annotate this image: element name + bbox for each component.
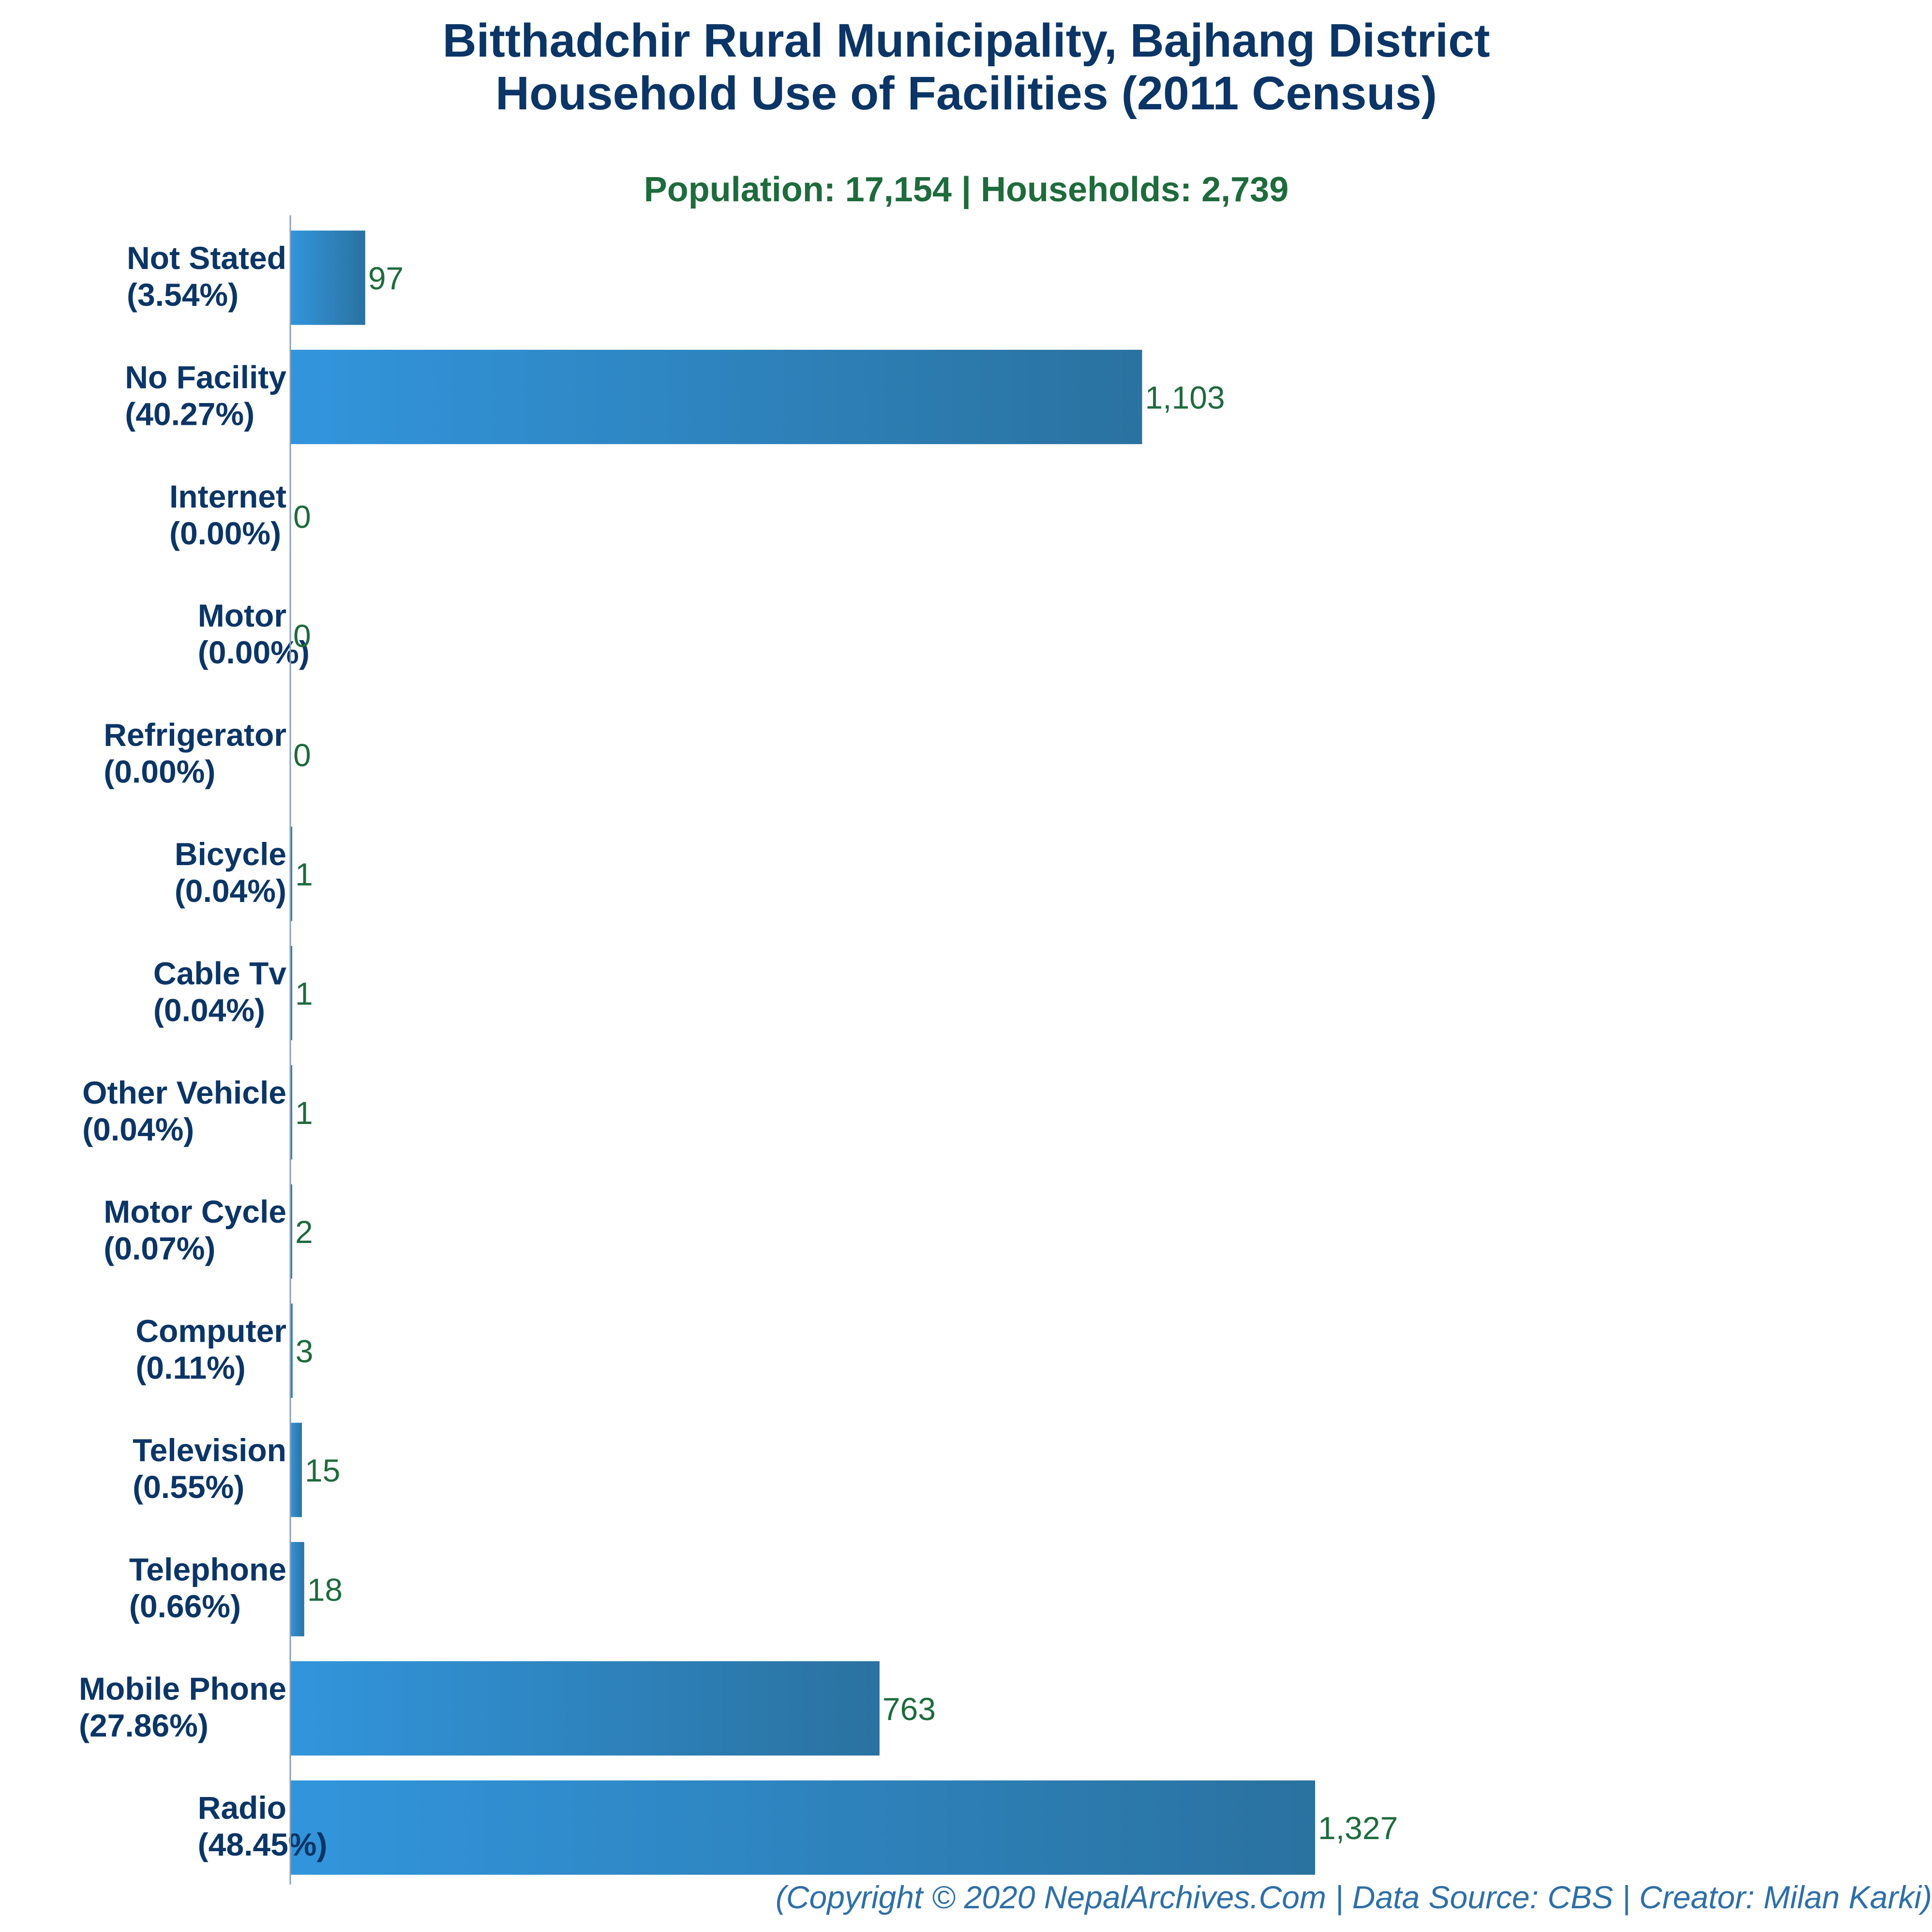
- category-label-bicycle: Bicycle: [175, 836, 286, 872]
- value-label-computer: 3: [296, 1333, 314, 1369]
- category-label-television: Television: [133, 1432, 286, 1468]
- value-label-mobile-phone: 763: [883, 1691, 936, 1727]
- category-name-motor: Motor: [198, 598, 286, 633]
- value-label-television: 15: [305, 1453, 340, 1488]
- category-label-motor: Motor: [198, 598, 286, 633]
- value-label-radio: 1,327: [1318, 1810, 1398, 1846]
- bar-telephone: [290, 1542, 304, 1636]
- value-label-refrigerator: 0: [293, 737, 311, 773]
- category-name-motor-cycle: Motor Cycle: [104, 1194, 286, 1229]
- bar-not-stated: [290, 230, 365, 325]
- bar-radio: [290, 1780, 1315, 1875]
- value-labels-layer: 97 1,103 0 0 0 1 1 1 2 3 15 18 763 1,327: [293, 260, 1398, 1846]
- category-label-motor-cycle: Motor Cycle: [104, 1194, 286, 1229]
- bar-other-vehicle: [290, 1065, 292, 1160]
- bar-mobile-phone: [290, 1661, 880, 1756]
- value-label-motor: 0: [293, 618, 311, 654]
- category-percent-mobile-phone: (27.86%): [79, 1707, 209, 1743]
- category-percent-television: (0.55%): [133, 1469, 244, 1505]
- category-name-mobile-phone: Mobile Phone: [79, 1671, 286, 1707]
- value-label-internet: 0: [293, 499, 311, 535]
- category-label-internet: Internet: [169, 479, 286, 514]
- category-label-radio: Radio: [198, 1790, 286, 1826]
- category-name-cable-tv: Cable Tv: [153, 955, 286, 991]
- category-percent-other-vehicle: (0.04%): [82, 1111, 194, 1147]
- category-name-refrigerator: Refrigerator: [104, 717, 286, 753]
- value-label-cable-tv: 1: [295, 975, 313, 1011]
- category-name-internet: Internet: [169, 479, 286, 514]
- category-label-refrigerator: Refrigerator: [104, 717, 286, 753]
- category-percent-no-facility: (40.27%): [125, 396, 255, 432]
- category-percent-radio: (48.45%): [198, 1827, 328, 1862]
- category-name-other-vehicle: Other Vehicle: [82, 1075, 286, 1110]
- footer-credit: (Copyright © 2020 NepalArchives.Com | Da…: [776, 1879, 1932, 1916]
- bar-cable-tv: [290, 945, 292, 1040]
- category-percent-motor-cycle: (0.07%): [104, 1230, 215, 1266]
- category-label-mobile-phone: Mobile Phone: [79, 1671, 286, 1707]
- bar-no-facility: [290, 349, 1142, 444]
- category-percent-cable-tv: (0.04%): [153, 992, 265, 1028]
- category-name-television: Television: [133, 1432, 286, 1468]
- chart-subtitle: Population: 17,154 | Households: 2,739: [644, 170, 1289, 209]
- category-name-not-stated: Not Stated: [127, 240, 286, 276]
- category-percent-computer: (0.11%): [135, 1350, 245, 1386]
- category-name-computer: Computer: [135, 1313, 286, 1349]
- category-name-bicycle: Bicycle: [175, 836, 286, 872]
- value-label-not-stated: 97: [368, 260, 404, 296]
- bar-motor-cycle: [290, 1184, 292, 1279]
- value-label-bicycle: 1: [295, 856, 313, 892]
- value-label-other-vehicle: 1: [295, 1095, 313, 1131]
- value-label-no-facility: 1,103: [1145, 379, 1225, 415]
- bars-layer: [290, 230, 1315, 1875]
- category-label-cable-tv: Cable Tv: [153, 955, 286, 991]
- value-label-motor-cycle: 2: [295, 1214, 313, 1250]
- category-percent-telephone: (0.66%): [129, 1588, 241, 1624]
- category-name-radio: Radio: [198, 1790, 286, 1826]
- category-label-not-stated: Not Stated: [127, 240, 286, 276]
- category-label-computer: Computer: [135, 1313, 286, 1349]
- category-label-no-facility: No Facility: [125, 359, 286, 395]
- value-label-telephone: 18: [307, 1572, 343, 1607]
- category-label-other-vehicle: Other Vehicle: [82, 1075, 286, 1110]
- category-name-no-facility: No Facility: [125, 359, 286, 395]
- category-percent-not-stated: (3.54%): [127, 277, 239, 313]
- category-name-telephone: Telephone: [129, 1551, 286, 1587]
- category-percent-internet: (0.00%): [169, 515, 281, 551]
- category-percent-bicycle: (0.04%): [175, 873, 286, 909]
- bar-bicycle: [290, 826, 292, 921]
- category-percent-refrigerator: (0.00%): [104, 754, 215, 790]
- chart-title-line2: Household Use of Facilities (2011 Census…: [495, 67, 1437, 120]
- category-labels-layer: Not Stated(3.54%) No Facility(40.27%) Inte…: [79, 240, 327, 1862]
- bar-computer: [290, 1303, 293, 1398]
- category-label-telephone: Telephone: [129, 1551, 286, 1587]
- chart-title-line1: Bitthadchir Rural Municipality, Bajhang …: [443, 14, 1490, 67]
- bar-television: [290, 1423, 302, 1517]
